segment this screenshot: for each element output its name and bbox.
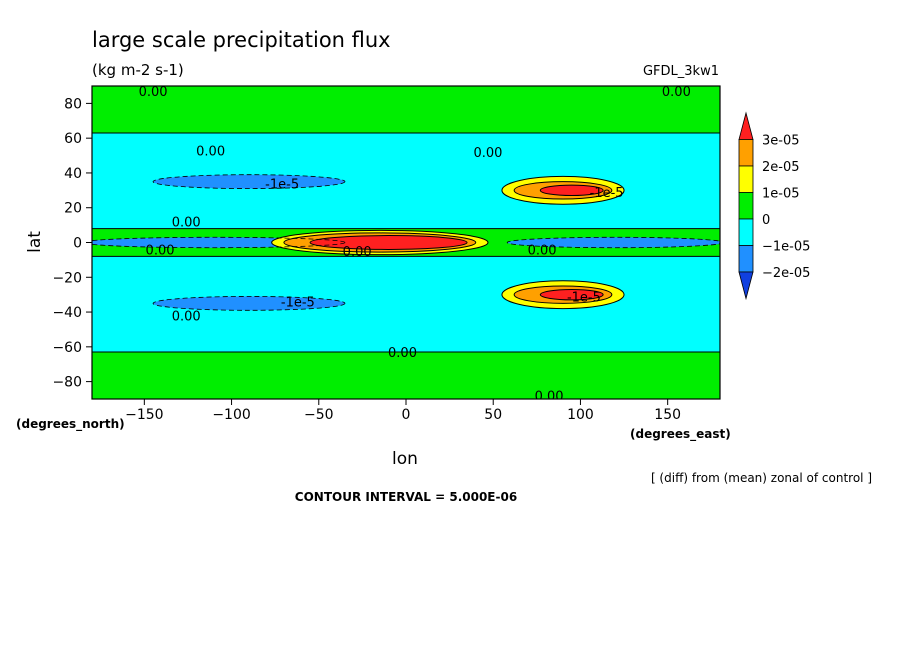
contour-label-text: -1e-5	[590, 186, 624, 201]
contour-label-text: -1e-5	[567, 290, 601, 305]
chart-subtitle: (kg m-2 s-1)	[92, 61, 184, 79]
legend-swatch-4	[738, 218, 754, 246]
x-tick-label-0: −150	[125, 407, 163, 423]
contour-label-text: -1e-5	[265, 177, 299, 192]
contour-line-14	[539, 184, 604, 197]
contour-blob-8	[507, 237, 720, 248]
contour-label-text: -1e-5	[281, 296, 315, 311]
contour-line-15	[501, 280, 625, 310]
contour-labels: 0.00 0.00 0.00 0.00 -1e-5 0.00 -1e-5 0.00 0.00 0.…	[139, 85, 691, 405]
contour-label-10: -1e-5	[281, 296, 315, 311]
contour-label-6: -1e-5	[590, 186, 624, 201]
x-axis-label: lon	[392, 449, 418, 469]
contour-label-text: 0.00	[343, 245, 372, 260]
y-axis-label: lat	[25, 231, 45, 253]
legend-label-4: −1e-05	[762, 240, 810, 255]
y-axis-ticks: −80 −60 −40 −20 0 20 40 60 80	[52, 96, 92, 391]
contour-label-9: 0.00	[528, 243, 557, 258]
contour-label-3: 0.00	[474, 146, 503, 161]
contour-label-2: 0.00	[196, 144, 225, 159]
contour-label-text: 0.00	[139, 85, 168, 100]
contour-label-text: 0.00	[662, 85, 691, 100]
x-tick-label-2: −50	[304, 407, 334, 423]
contour-line-6	[152, 296, 346, 311]
y-tick-label-0: −80	[52, 375, 82, 391]
contour-blob-5	[153, 174, 345, 189]
y-tick-label-7: 60	[64, 131, 82, 147]
legend-label-5: −2e-05	[762, 266, 810, 281]
contour-band-4	[92, 86, 720, 133]
contour-label-7: 0.00	[146, 243, 175, 258]
comparison-note: [ (diff) from (mean) zonal of control ]	[651, 471, 872, 485]
contour-label-text: 0.00	[172, 310, 201, 325]
y-tick-label-1: −60	[52, 340, 82, 356]
y-tick-label-4: 0	[73, 236, 82, 252]
x-axis-ticks: −150 −100 −50 0 50 100 150	[125, 399, 681, 423]
contour-line-13	[513, 181, 613, 200]
contour-line-12	[501, 175, 625, 205]
contour-line-16	[513, 285, 613, 304]
contour-line-5	[152, 174, 346, 189]
contour-label-text: 0.00	[535, 390, 564, 405]
legend-label-1: 2e-05	[762, 160, 800, 175]
x-tick-label-6: 150	[654, 407, 681, 423]
chart-title: large scale precipitation flux	[92, 28, 391, 52]
contour-label-text: 0.00	[474, 146, 503, 161]
y-tick-label-8: 80	[64, 96, 82, 112]
y-tick-label-6: 40	[64, 166, 82, 182]
contour-line-9	[271, 229, 489, 256]
y-tick-label-2: −40	[52, 305, 82, 321]
x-tick-label-5: 100	[567, 407, 594, 423]
contour-label-14: 0.00	[535, 390, 564, 405]
x-tick-label-1: −100	[212, 407, 250, 423]
model-label: GFDL_3kw1	[643, 64, 719, 79]
x-unit-label: (degrees_east)	[630, 427, 731, 442]
contour-label-text: 0.00	[528, 243, 557, 258]
contour-lines	[92, 132, 720, 353]
contour-line-11	[309, 235, 468, 250]
legend-label-3: 0	[762, 213, 770, 228]
contour-line-7	[92, 236, 346, 249]
contour-label-text: 0.00	[196, 144, 225, 159]
contour-line-8	[506, 236, 720, 249]
contour-interval: CONTOUR INTERVAL = 5.000E-06	[295, 490, 517, 504]
y-tick-label-3: −20	[52, 270, 82, 286]
contour-label-8: 0.00	[343, 245, 372, 260]
plot-area: 0.00 0.00 0.00 0.00 -1e-5 0.00 -1e-5 0.00 0.00 0.…	[92, 85, 720, 405]
x-tick-label-4: 50	[484, 407, 502, 423]
contour-label-5: 0.00	[172, 216, 201, 231]
contour-fills	[92, 86, 720, 399]
contour-label-13: 0.00	[388, 346, 417, 361]
x-tick-label-3: 0	[402, 407, 411, 423]
y-unit-label: (degrees_north)	[16, 417, 125, 432]
color-legend: 3e-05 2e-05 1e-05 0 −1e-05 −2e-05	[738, 111, 810, 301]
legend-swatch-0	[738, 111, 754, 140]
contour-blob-11	[310, 235, 468, 250]
contour-label-11: 0.00	[172, 310, 201, 325]
contour-label-text: 0.00	[146, 243, 175, 258]
contour-line-17	[539, 288, 604, 301]
legend-label-2: 1e-05	[762, 187, 800, 202]
contour-label-0: 0.00	[139, 85, 168, 100]
legend-swatch-3	[738, 192, 754, 220]
contour-label-12: -1e-5	[567, 290, 601, 305]
y-tick-label-5: 20	[64, 201, 82, 217]
legend-swatch-1	[738, 139, 754, 167]
legend-swatch-5	[738, 245, 754, 273]
contour-blob-14	[540, 185, 604, 196]
contour-blob-17	[540, 289, 604, 300]
contour-line-10	[283, 232, 477, 253]
contour-band-0	[92, 352, 720, 399]
legend-swatch-2	[738, 165, 754, 193]
contour-label-4: -1e-5	[265, 177, 299, 192]
contour-label-text: 0.00	[388, 346, 417, 361]
legend-label-0: 3e-05	[762, 134, 800, 149]
contour-blob-6	[153, 296, 345, 311]
legend-swatch-6	[738, 271, 754, 301]
contour-label-text: 0.00	[172, 216, 201, 231]
contour-label-1: 0.00	[662, 85, 691, 100]
